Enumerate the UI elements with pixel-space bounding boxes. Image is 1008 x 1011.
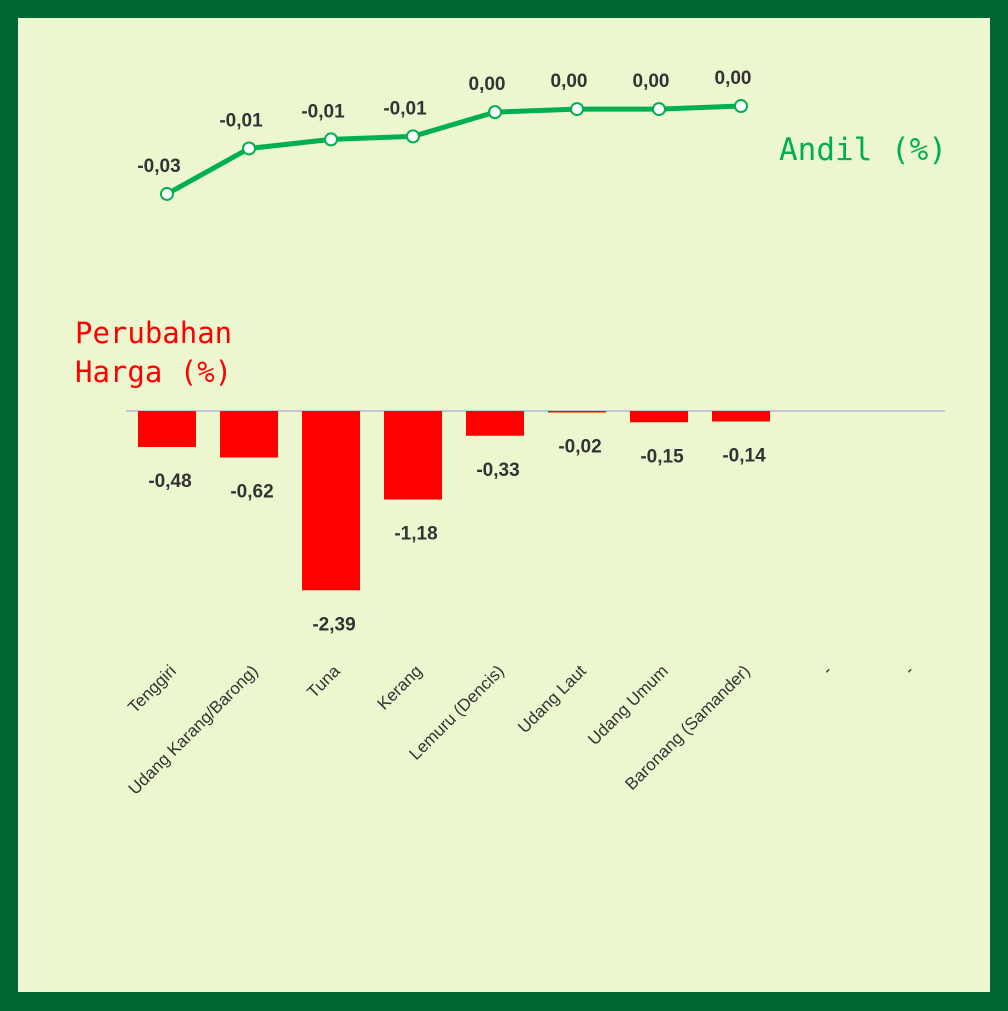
line-point — [570, 102, 584, 117]
line — [165, 103, 742, 197]
data-label: -0,14 — [722, 446, 766, 467]
line-title: Andil (%) — [779, 132, 947, 168]
data-label: 0,00 — [469, 74, 506, 95]
data-label: -2,39 — [312, 614, 355, 635]
data-label: -0,48 — [148, 471, 191, 492]
plot-background — [18, 18, 990, 992]
data-label: 0,00 — [633, 71, 670, 92]
data-label: -0,01 — [301, 101, 345, 122]
bar — [548, 411, 606, 413]
line-point — [652, 102, 666, 117]
data-label: -0,62 — [230, 482, 273, 503]
data-label: -0,15 — [640, 446, 684, 467]
data-label: -0,33 — [476, 460, 519, 481]
data-label: -0,01 — [219, 110, 263, 131]
line-point — [160, 186, 174, 201]
line-point — [488, 105, 502, 120]
line-point — [242, 141, 256, 156]
bar — [302, 411, 360, 591]
data-label: 0,00 — [715, 68, 752, 89]
bar — [384, 411, 442, 500]
data-label: -0,03 — [137, 156, 180, 177]
bar-title: Harga (%) — [75, 355, 232, 389]
bar — [712, 411, 770, 422]
line-point — [406, 129, 420, 144]
bar — [630, 411, 688, 423]
data-label: -1,18 — [394, 524, 437, 545]
data-label: -0,02 — [558, 437, 601, 458]
data-label: -0,01 — [383, 98, 427, 119]
data-label: 0,00 — [551, 71, 588, 92]
bar-title: Perubahan — [75, 316, 232, 350]
line-point — [734, 99, 748, 114]
bar — [466, 411, 524, 436]
bar — [220, 411, 278, 458]
line-point — [324, 132, 338, 147]
bar — [138, 411, 196, 447]
